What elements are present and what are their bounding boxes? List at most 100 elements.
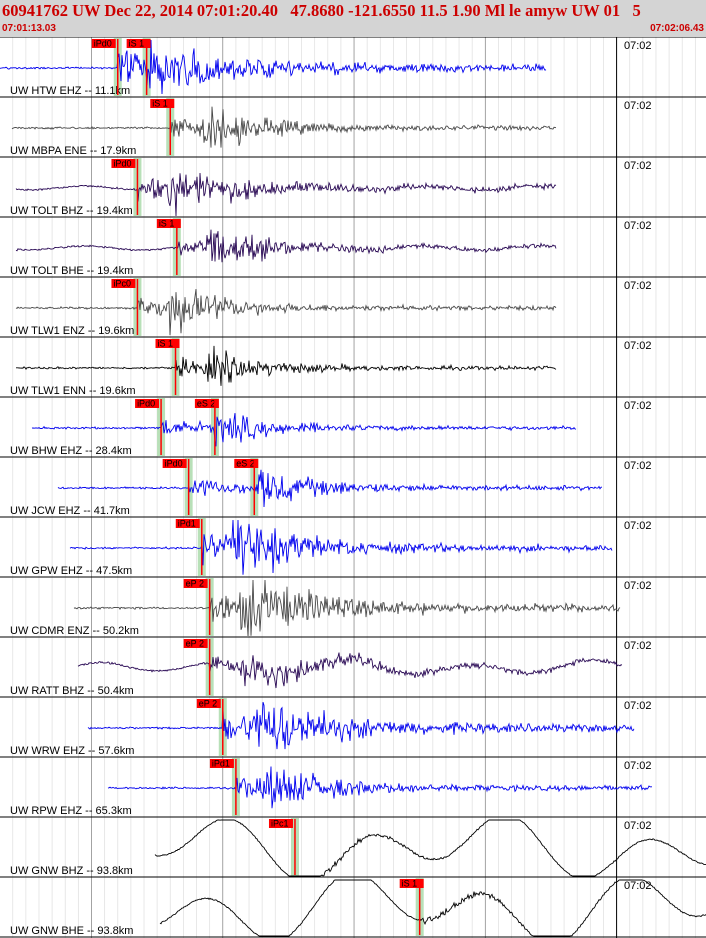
waveform [31, 413, 577, 447]
pick-label: eP 2 [199, 699, 217, 709]
waveform [15, 172, 557, 217]
pick-flag-box [399, 879, 424, 888]
pick-flag: eS 2 [234, 459, 259, 515]
pick-label: eS 2 [197, 399, 216, 409]
station-label: UW HTW EHZ -- 11.1km [10, 85, 130, 97]
pick-flag-box [175, 519, 200, 528]
waveform [15, 289, 557, 336]
pick-flag: iPd0 [91, 39, 119, 95]
pick-label: iS 1 [129, 39, 145, 49]
station-label: UW TOLT BHZ -- 19.4km [10, 205, 133, 217]
waveform [57, 469, 603, 508]
waveform [77, 652, 623, 689]
pick-flag: iPc1 [268, 819, 296, 875]
pick-flag-box [111, 279, 136, 288]
pick-label: iS 1 [159, 219, 175, 229]
pick-flag: iS 1 [155, 339, 180, 395]
trace-row: UW TLW1 ENZ -- 19.6km 07:02 [10, 280, 652, 337]
waveform [16, 345, 557, 386]
pick-label: iPd0 [165, 459, 183, 469]
pick-flag-box [196, 699, 221, 708]
event-title: 60941762 UW Dec 22, 2014 07:01:20.40 47.… [2, 1, 641, 20]
trace-row: UW GPW EHZ -- 47.5km 07:02 [10, 519, 652, 577]
pick-label: eP 2 [186, 579, 204, 589]
pick-label: iPc1 [271, 819, 289, 829]
pick-flag-box [194, 399, 219, 408]
trace-row: UW BHW EHZ -- 28.4km 07:02 [10, 400, 652, 457]
pick-flag-box [268, 819, 293, 828]
minute-tick-label: 07:02 [624, 160, 652, 172]
waveform [73, 579, 621, 637]
trace-row: UW JCW EHZ -- 41.7km 07:02 [10, 460, 652, 517]
station-label: UW TOLT BHE -- 19.4km [10, 265, 133, 277]
station-label: UW GNW BHZ -- 93.8km [10, 865, 133, 877]
pick-label: iPd0 [137, 399, 155, 409]
pick-label: eS 2 [236, 459, 255, 469]
minute-tick-label: 07:02 [624, 760, 652, 772]
minute-tick-label: 07:02 [624, 100, 652, 112]
pick-flag: iS 1 [156, 219, 181, 275]
station-label: UW WRW EHZ -- 57.6km [10, 745, 134, 757]
minute-tick-label: 07:02 [624, 700, 652, 712]
overlays: iPd0 iS 1 iS 1 iPd0 iS 1 iPc0 iS 1 iPd0 eS 2 iPd0… [91, 39, 424, 935]
pick-flag: iPd1 [209, 759, 237, 815]
pick-flag-box [111, 159, 136, 168]
pick-flag-box [91, 39, 116, 48]
minute-tick-label: 07:02 [624, 280, 652, 292]
pick-flag: iPc0 [111, 279, 139, 335]
pick-flag: eP 2 [196, 699, 224, 755]
station-label: UW TLW1 ENN -- 19.6km [10, 385, 136, 397]
start-time: 07:01:13.03 [2, 23, 56, 34]
pick-flag-box [183, 639, 208, 648]
station-label: UW JCW EHZ -- 41.7km [10, 505, 130, 517]
trace-row: UW HTW EHZ -- 11.1km 07:02 [0, 39, 652, 97]
pick-flag: iPd0 [111, 159, 139, 215]
minute-tick-label: 07:02 [624, 220, 652, 232]
station-label: UW CDMR ENZ -- 50.2km [10, 625, 139, 637]
trace-row: UW RPW EHZ -- 65.3km 07:02 [10, 760, 653, 817]
pick-label: iS 1 [158, 339, 174, 349]
minute-tick-label: 07:02 [624, 340, 652, 352]
trace-row: UW TOLT BHE -- 19.4km 07:02 [10, 220, 652, 277]
trace-row: UW TOLT BHZ -- 19.4km 07:02 [10, 160, 652, 217]
end-time: 07:02:06.43 [650, 23, 704, 34]
waveform [87, 702, 635, 750]
station-label: UW GPW EHZ -- 47.5km [10, 565, 132, 577]
pick-flag: iS 1 [399, 879, 424, 935]
trace-row: UW GNW BHZ -- 93.8km 07:02 [10, 819, 706, 877]
pick-label: iS 1 [152, 99, 168, 109]
pick-flag-box [209, 759, 234, 768]
minute-tick-label: 07:02 [624, 820, 652, 832]
minute-tick-label: 07:02 [624, 460, 652, 472]
minute-tick-label: 07:02 [624, 880, 652, 892]
trace-row: UW CDMR ENZ -- 50.2km 07:02 [10, 579, 652, 637]
pick-flag: iPd1 [175, 519, 203, 575]
station-label: UW GNW BHE -- 93.8km [10, 925, 133, 937]
minute-tick-label: 07:02 [624, 520, 652, 532]
pick-label: iPd1 [178, 519, 196, 529]
waveform [69, 519, 613, 575]
minute-tick-label: 07:02 [624, 580, 652, 592]
pick-flag-box [126, 39, 151, 48]
waveform [0, 39, 547, 95]
trace-row: UW GNW BHE -- 93.8km 07:02 [10, 879, 706, 937]
minute-tick-label: 07:02 [624, 400, 652, 412]
pick-flag-box [155, 339, 180, 348]
waveform [15, 229, 557, 263]
pick-flag: iS 1 [126, 39, 151, 95]
pick-flag: iPd0 [135, 399, 162, 455]
pick-flag-box [135, 399, 160, 408]
pick-flag-box [156, 219, 181, 228]
waveform [107, 766, 653, 809]
station-label: UW MBPA ENE -- 17.9km [10, 145, 136, 157]
header-bar: 60941762 UW Dec 22, 2014 07:01:20.40 47.… [0, 0, 706, 37]
pick-flag-box [150, 99, 175, 108]
trace-row: UW WRW EHZ -- 57.6km 07:02 [10, 700, 652, 757]
trace-row: UW RATT BHZ -- 50.4km 07:02 [10, 640, 652, 697]
waveform [154, 819, 706, 877]
pick-label: eP 2 [186, 639, 204, 649]
trace-row: UW TLW1 ENN -- 19.6km 07:02 [10, 340, 652, 397]
station-label: UW RPW EHZ -- 65.3km [10, 805, 132, 817]
